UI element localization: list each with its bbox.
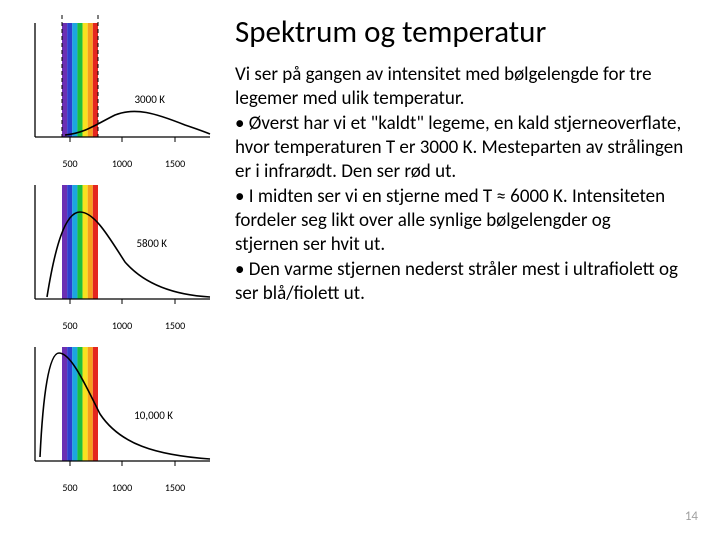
slide-body: Vi ser på gangen av intensitet med bølge… (235, 63, 695, 306)
chart-5800k: 5800 K 500 1000 1500 (15, 177, 215, 327)
spectrum-band (62, 185, 98, 299)
temp-label-5800k: 5800 K (136, 237, 167, 250)
chart-10000k: 10,000 K 500 1000 1500 (15, 339, 215, 489)
slide-title: Spektrum og temperatur (235, 15, 695, 49)
chart-3000k-svg (15, 15, 215, 165)
page-number: 14 (685, 509, 698, 524)
temp-label-3000k: 3000 K (134, 93, 165, 106)
chart-10000k-svg (15, 339, 215, 489)
spectrum-band (62, 347, 98, 461)
chart-3000k: 3000 K 500 1000 1500 (15, 15, 215, 165)
slide: 3000 K 500 1000 1500 (0, 0, 720, 540)
spectrum-band (62, 23, 98, 137)
temp-label-10000k: 10,000 K (134, 409, 173, 422)
text-column: Spektrum og temperatur Vi ser på gangen … (225, 0, 720, 540)
charts-column: 3000 K 500 1000 1500 (0, 0, 225, 540)
chart-5800k-svg (15, 177, 215, 327)
